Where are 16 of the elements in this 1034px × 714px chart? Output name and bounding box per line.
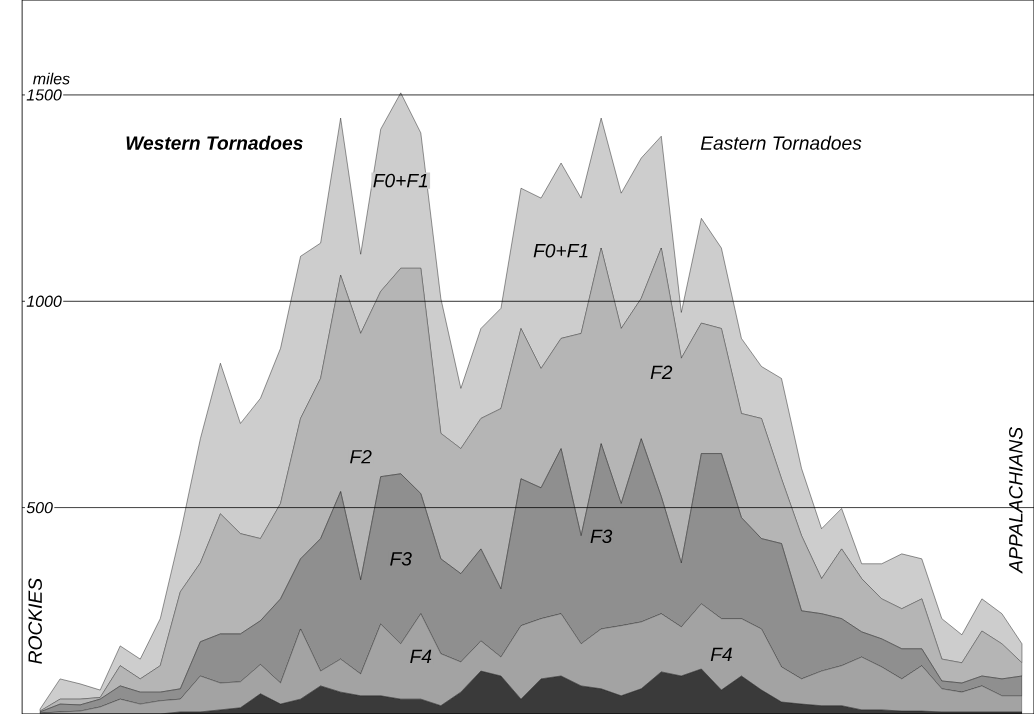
annotation: Western Tornadoes	[126, 135, 303, 150]
series-label: F0+F1	[373, 173, 428, 188]
annotation: Eastern Tornadoes	[700, 135, 862, 150]
annotation: ROCKIES	[28, 578, 42, 664]
series-label: F2	[650, 365, 673, 379]
y-tick-label: 1500	[26, 89, 62, 101]
text: F3	[390, 552, 412, 566]
series-label: F3	[590, 529, 613, 544]
y-tick-label: 500	[26, 501, 53, 514]
y-tick-label: 1000	[26, 295, 62, 307]
text: F4	[710, 647, 732, 661]
y-axis-title: miles	[33, 72, 70, 85]
text: F2	[350, 449, 372, 464]
text: F0+F1	[533, 243, 588, 258]
annotation: APPALACHIANS	[1009, 427, 1023, 574]
series-label: F4	[410, 649, 432, 664]
